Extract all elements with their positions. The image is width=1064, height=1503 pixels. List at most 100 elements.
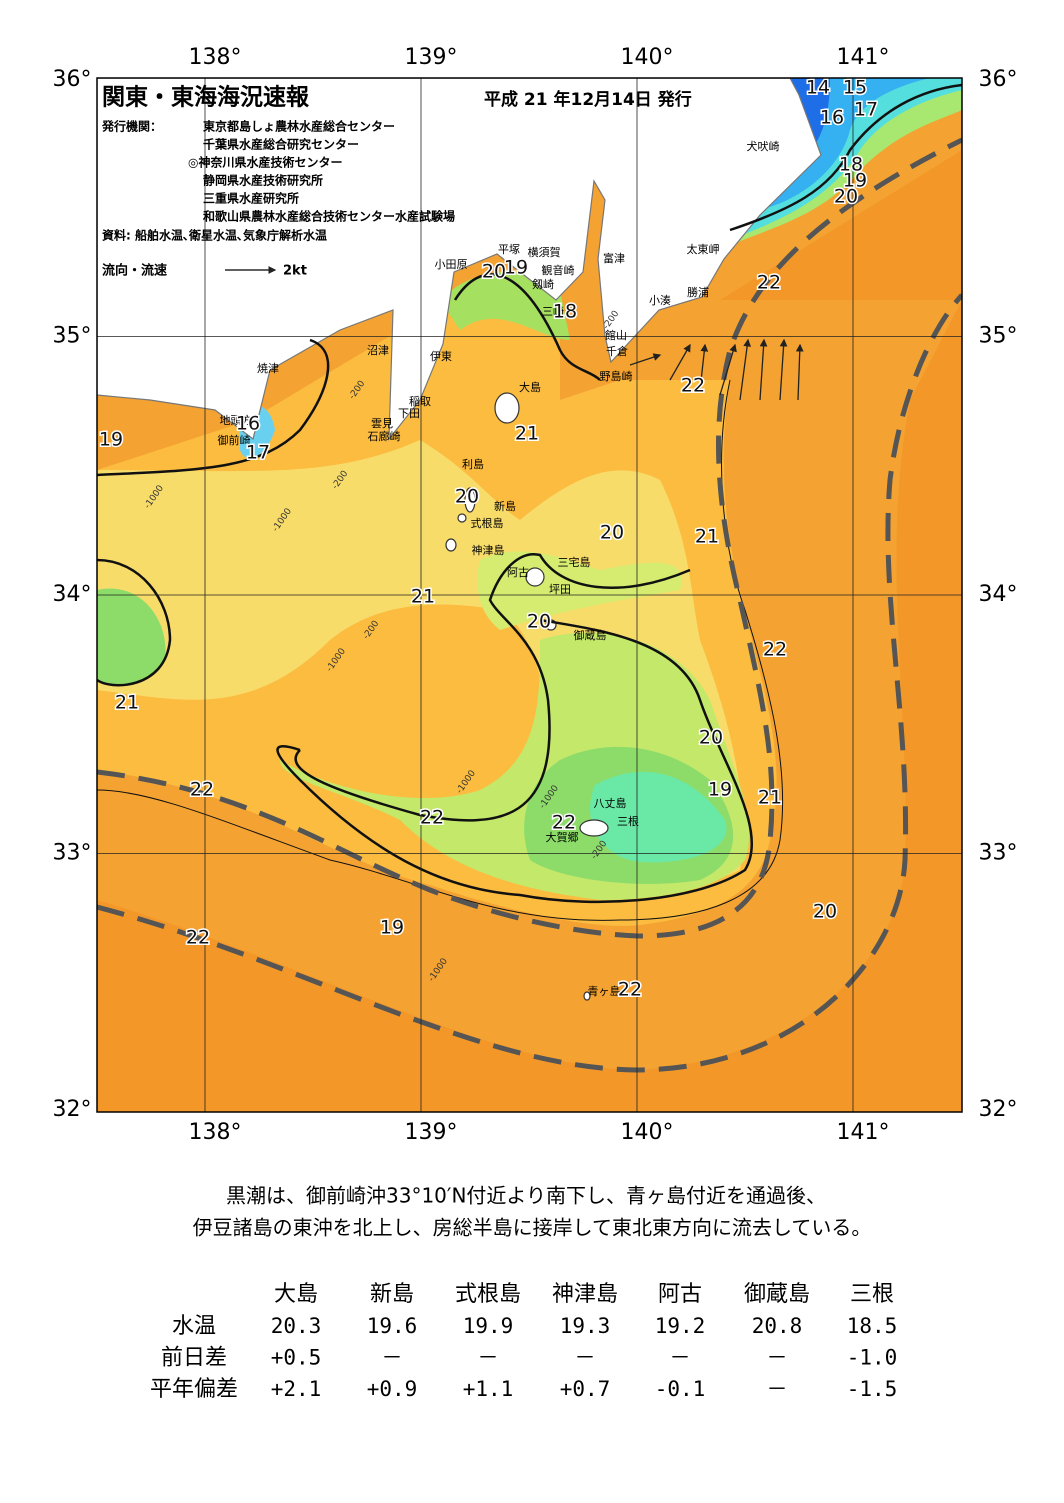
zone-17 xyxy=(590,771,727,863)
place-name: 御蔵島 xyxy=(574,628,607,642)
zone-sagami xyxy=(440,271,570,340)
cell: － xyxy=(478,1346,499,1370)
issuer: 東京都島しょ農林水産総合センター xyxy=(203,119,395,134)
cell: +0.9 xyxy=(367,1377,418,1401)
issuer-label: 発行機関： xyxy=(101,119,162,134)
place-name: 犬吠崎 xyxy=(747,139,780,153)
cell: 20.8 xyxy=(752,1314,803,1338)
issue-date: 平成 21 年12月14日 発行 xyxy=(484,89,692,110)
y-tick-label: 33° xyxy=(53,841,92,866)
contour-label: 18 xyxy=(553,301,577,323)
graticule xyxy=(97,78,962,1112)
island xyxy=(583,991,591,1001)
cell: +1.1 xyxy=(463,1377,514,1401)
cell: － xyxy=(575,1346,596,1370)
island xyxy=(464,487,476,513)
place-name: 青ヶ島 xyxy=(588,984,621,998)
warm-zone xyxy=(97,150,962,1112)
contour-label: 22 xyxy=(618,979,642,1001)
map-frame xyxy=(96,77,963,1113)
contour-label: 19 xyxy=(99,429,123,451)
y-tick-label: 32° xyxy=(53,1097,92,1122)
contour-label: 19 xyxy=(504,257,528,279)
column-header: 新島 xyxy=(370,1282,414,1307)
current-arrows xyxy=(629,338,804,401)
island xyxy=(457,513,467,523)
cell: 20.3 xyxy=(271,1314,322,1338)
contour-label: 22 xyxy=(681,375,705,397)
contour-label: 16 xyxy=(820,107,844,129)
contour-label: 21 xyxy=(695,526,719,548)
contour-label: 20 xyxy=(527,611,551,633)
cell: 18.5 xyxy=(847,1314,898,1338)
arrow xyxy=(629,353,662,366)
cell: +0.5 xyxy=(271,1346,322,1370)
column-header: 神津島 xyxy=(552,1282,618,1307)
place-name: 三崎 xyxy=(542,304,564,318)
contour-label: 17 xyxy=(854,99,878,121)
place-name: 館山 xyxy=(605,328,627,342)
island xyxy=(525,567,545,587)
column-header: 御蔵島 xyxy=(744,1282,810,1307)
column-header: 大島 xyxy=(274,1282,318,1307)
row-label: 平年偏差 xyxy=(150,1377,238,1402)
title: 関東・東海海況速報 xyxy=(102,84,310,111)
issuer: 静岡県水産技術研究所 xyxy=(203,173,323,188)
place-name: 焼津 xyxy=(257,362,279,375)
cell: － xyxy=(767,1377,788,1401)
place-name: 野島崎 xyxy=(600,369,633,383)
contour-label: 17 xyxy=(246,442,270,464)
place-name: 地頭方 xyxy=(220,413,253,427)
place-name: 伊東 xyxy=(430,350,452,363)
contour-label: 22 xyxy=(190,779,214,801)
y-tick-label: 35° xyxy=(53,324,92,349)
place-name: 御前崎 xyxy=(218,433,251,447)
contour-label: 18 xyxy=(839,154,863,176)
isotherm xyxy=(97,338,330,477)
kuroshio-edge xyxy=(97,137,962,939)
cell: +2.1 xyxy=(271,1377,322,1401)
y-tick-label: 33° xyxy=(979,841,1018,866)
isotherm xyxy=(294,552,691,822)
place-name: 三宅島 xyxy=(558,555,591,569)
column-header: 三根 xyxy=(850,1282,894,1307)
place-name: 千倉 xyxy=(606,344,628,358)
contour-label: 20 xyxy=(482,261,506,283)
x-tick-label: 138° xyxy=(189,1120,242,1145)
axes: 138° 138° 139° 139° 140° 140° 141° 141° 32° 32° 33… xyxy=(53,45,1018,1145)
column-header: 式根島 xyxy=(455,1282,521,1307)
cell: 19.3 xyxy=(560,1314,611,1338)
isotherm xyxy=(729,83,962,232)
y-tick-label: 34° xyxy=(979,582,1018,607)
summary-line: 伊豆諸島の東沖を北上し、房総半島に接岸して東北東方向に流去している。 xyxy=(193,1216,872,1240)
cell: 19.9 xyxy=(463,1314,514,1338)
y-tick-label: 35° xyxy=(979,324,1018,349)
place-name: 新島 xyxy=(494,499,516,513)
place-name: 三根 xyxy=(617,814,639,828)
island xyxy=(494,392,520,424)
place-name: 富津 xyxy=(603,251,625,265)
x-tick-label: 139° xyxy=(405,1120,458,1145)
x-tick-label: 138° xyxy=(189,45,242,70)
issuer: 千葉県水産総合研究センター xyxy=(203,137,359,152)
place-name: 稲取 xyxy=(409,395,431,408)
row-label: 前日差 xyxy=(161,1346,227,1371)
y-tick-label: 34° xyxy=(53,582,92,607)
cell: -0.1 xyxy=(655,1377,706,1401)
contour-label: 20 xyxy=(455,486,479,508)
arrow xyxy=(779,338,788,401)
row-label: 水温 xyxy=(172,1314,216,1339)
contour-label: 20 xyxy=(834,186,858,208)
contour-label: 22 xyxy=(186,927,210,949)
place-name: 沼津 xyxy=(367,343,389,357)
y-tick-label: 32° xyxy=(979,1097,1018,1122)
x-tick-label: 140° xyxy=(621,45,674,70)
issuer: ◎神奈川県水産技術センター xyxy=(188,155,342,170)
place-name: 小田原 xyxy=(435,258,468,271)
place-name: 雲見 xyxy=(371,417,393,430)
contour-label: 20 xyxy=(600,522,624,544)
y-tick-label: 36° xyxy=(53,67,92,92)
